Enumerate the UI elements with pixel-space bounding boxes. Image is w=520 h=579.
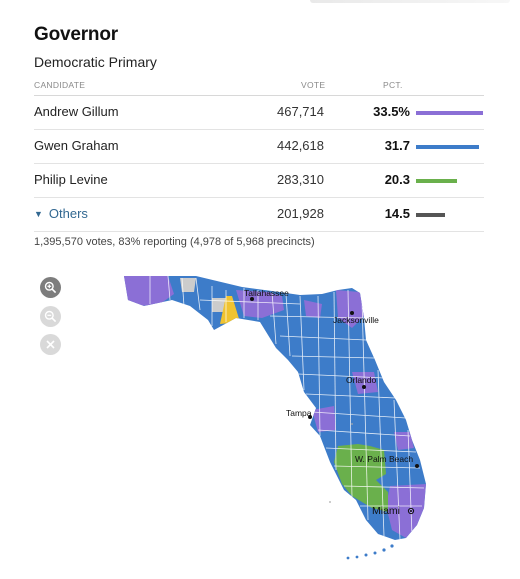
others-toggle[interactable]: ▼ Others: [34, 206, 88, 221]
top-edge-strip: [310, 0, 510, 3]
candidate-votes: 467,714: [277, 104, 324, 119]
county-region-levine[interactable]: [334, 444, 388, 512]
reporting-summary: 1,395,570 votes, 83% reporting (4,978 of…: [34, 236, 315, 248]
zoom-out-icon: [44, 310, 57, 323]
county-region-no-data: [180, 278, 196, 292]
city-label-jacksonville: Jacksonville: [333, 315, 379, 325]
florida-keys: [329, 423, 394, 560]
table-row: Philip Levine 283,310 20.3: [34, 164, 484, 198]
header-candidate: CANDIDATE: [34, 80, 86, 90]
city-markers: Tallahassee Jacksonville Orlando Tampa W…: [244, 288, 419, 517]
candidate-name: Philip Levine: [34, 172, 108, 187]
header-pct: PCT.: [383, 80, 403, 90]
results-table: CANDIDATE VOTE PCT. Andrew Gillum 467,71…: [34, 76, 484, 232]
city-dot-tallahassee: [250, 297, 254, 301]
close-icon: [46, 340, 55, 349]
city-dot-miami: [407, 507, 415, 515]
zoom-in-button[interactable]: [40, 277, 61, 298]
candidate-pct: 31.7: [384, 138, 410, 153]
zoom-in-icon: [44, 281, 57, 294]
county-region-gillum[interactable]: [124, 276, 174, 306]
city-label-orlando: Orlando: [346, 375, 377, 385]
candidate-votes: 283,310: [277, 172, 324, 187]
table-row: Andrew Gillum 467,714 33.5%: [34, 96, 484, 130]
others-votes: 201,928: [277, 206, 324, 221]
city-dot-tampa: [308, 415, 312, 419]
city-label-wpb: W. Palm Beach: [355, 454, 413, 464]
pct-bar: [416, 213, 445, 217]
candidate-pct: 20.3: [384, 172, 410, 187]
results-header: CANDIDATE VOTE PCT.: [34, 76, 484, 96]
candidate-pct: 33.5%: [373, 104, 410, 119]
candidate-name: Andrew Gillum: [34, 104, 119, 119]
county-region-gillum[interactable]: [394, 432, 414, 450]
city-dot-jacksonville: [350, 311, 354, 315]
race-title: Governor: [34, 24, 118, 45]
city-label-tampa: Tampa: [286, 408, 312, 418]
pct-bar: [416, 145, 479, 149]
pct-bar: [416, 111, 483, 115]
triangle-down-icon: ▼: [34, 209, 43, 219]
county-borders: [149, 276, 425, 540]
table-row-others: ▼ Others 201,928 14.5: [34, 198, 484, 232]
reset-map-button[interactable]: [40, 334, 61, 355]
race-subtitle: Democratic Primary: [34, 54, 157, 70]
pct-bar: [416, 179, 457, 183]
city-dot-wpb: [415, 464, 419, 468]
city-label-miami: Miami: [372, 505, 400, 517]
others-pct: 14.5: [384, 206, 410, 221]
candidate-votes: 442,618: [277, 138, 324, 153]
table-row: Gwen Graham 442,618 31.7: [34, 130, 484, 164]
county-region-others[interactable]: [220, 296, 240, 324]
county-region-gillum[interactable]: [336, 290, 364, 328]
zoom-out-button[interactable]: [40, 306, 61, 327]
city-dot-orlando: [362, 385, 366, 389]
header-vote: VOTE: [301, 80, 326, 90]
city-label-tallahassee: Tallahassee: [244, 288, 289, 298]
candidate-name: Gwen Graham: [34, 138, 119, 153]
county-region-no-data: [212, 298, 226, 312]
city-dot-miami-center: [410, 510, 412, 512]
florida-map[interactable]: Tallahassee Jacksonville Orlando Tampa W…: [0, 260, 520, 574]
county-results-map[interactable]: Tallahassee Jacksonville Orlando Tampa W…: [0, 260, 520, 574]
others-label: Others: [48, 206, 88, 221]
county-region-gillum[interactable]: [386, 484, 426, 538]
county-region-gillum[interactable]: [304, 300, 322, 318]
